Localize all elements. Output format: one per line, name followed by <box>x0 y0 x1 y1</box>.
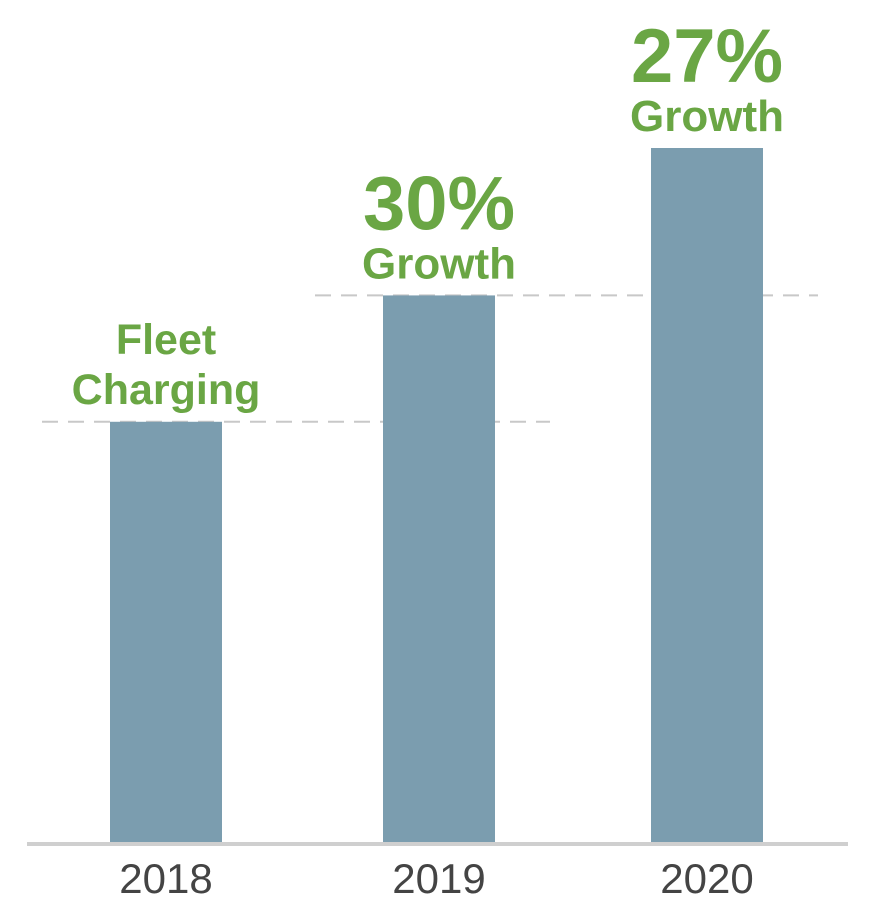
growth-percent-2020: 27% <box>631 14 783 99</box>
growth-percent-2019: 30% <box>363 161 515 246</box>
bar-2020 <box>651 148 763 843</box>
growth-label-2019: Growth <box>362 239 516 288</box>
x-tick-label-2020: 2020 <box>660 855 753 902</box>
bar-2018 <box>110 421 222 843</box>
annotation-2018-line-2: Charging <box>72 366 261 414</box>
x-tick-label-2018: 2018 <box>119 855 212 902</box>
growth-label-2020: Growth <box>630 92 784 141</box>
annotation-2018-line-1: Fleet <box>116 316 216 364</box>
x-tick-label-2019: 2019 <box>392 855 485 902</box>
bar-2019 <box>383 295 495 843</box>
